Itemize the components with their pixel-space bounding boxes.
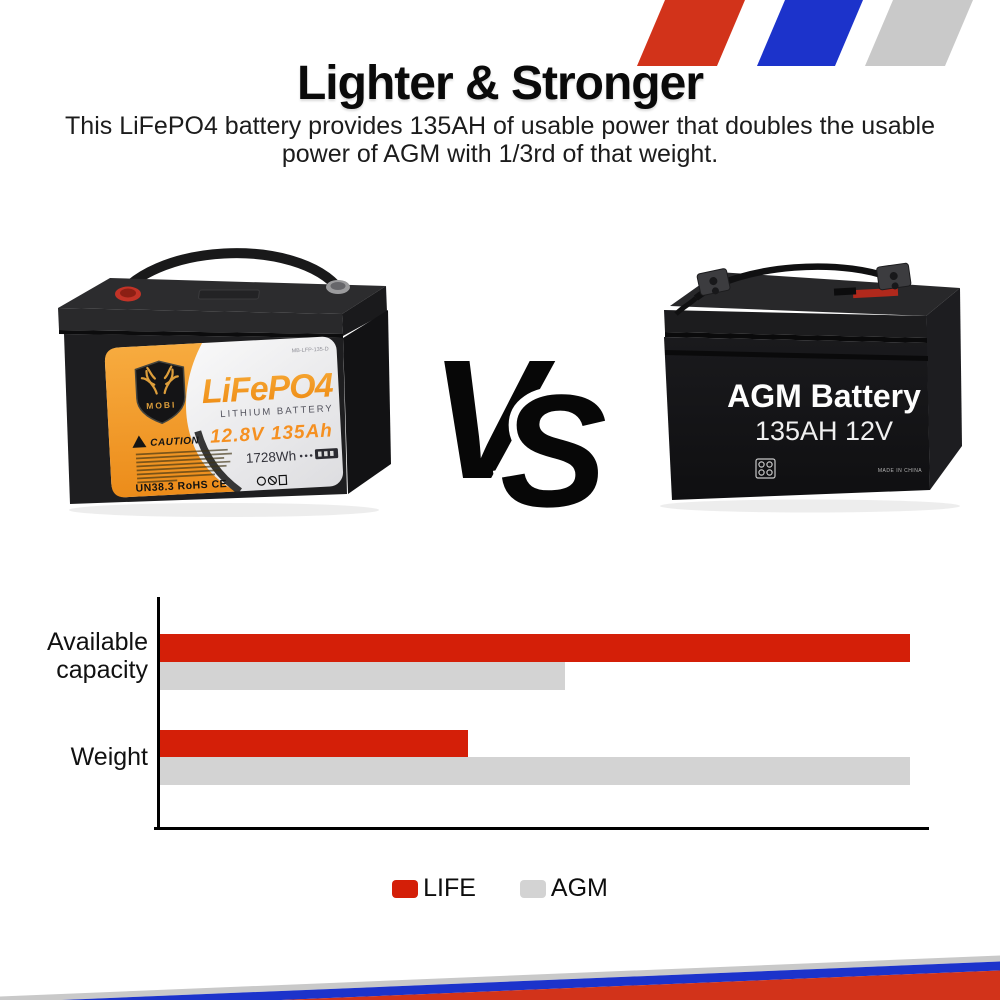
comparison-chart: Available capacity Weight	[0, 590, 1000, 840]
brand-logo: MOBI	[134, 360, 186, 425]
bar-capacity-life	[160, 634, 910, 662]
legend-item-life: LIFE	[392, 874, 476, 903]
lid-front-band	[58, 308, 343, 334]
subtitle-line-1: This LiFePO4 battery provides 135AH of u…	[65, 112, 935, 140]
bar-capacity-agm	[160, 662, 565, 690]
legend-item-agm: AGM	[519, 874, 608, 903]
positive-terminal	[852, 287, 899, 299]
antlers-icon	[140, 365, 179, 395]
product-name: LiFePO4	[201, 366, 335, 411]
battery-gauge-icon	[299, 448, 339, 460]
strap-end	[674, 296, 698, 316]
agm-battery-image: AGM Battery 135AH 12V MADE IN CHINA	[660, 262, 962, 513]
caution-label: CAUTION	[150, 435, 200, 449]
certification-icons	[256, 474, 288, 486]
caution-text-lines	[135, 448, 232, 484]
battery-right-face	[343, 310, 391, 494]
bar-weight-agm	[160, 757, 910, 785]
chart-legend: LIFE AGM	[0, 874, 1000, 903]
handle-bracket-left	[696, 268, 731, 296]
battery-shadow	[660, 499, 960, 513]
bottom-stripe-band	[0, 954, 1000, 1000]
legend-label-life: LIFE	[423, 874, 476, 902]
legend-swatch-agm	[519, 879, 546, 898]
certifications-label: UN38.3 RoHS CE	[135, 478, 227, 495]
category-label-weight: Weight	[0, 743, 148, 771]
battery-top-face	[670, 272, 960, 316]
category-line: capacity	[56, 656, 148, 684]
page-title: Lighter & Stronger	[296, 57, 704, 110]
lid-seam	[665, 332, 927, 343]
battery-front-face	[664, 337, 930, 500]
vs-graphic: V S S	[430, 328, 615, 513]
battery-shadow	[69, 503, 379, 517]
model-code: MB-LFP-135-D	[292, 346, 329, 354]
vs-letter-v: V	[430, 328, 556, 513]
category-line: Available	[46, 628, 148, 656]
lid-right-face	[342, 286, 387, 336]
lifepo4-battery-image: MOBI CAUTION UN38.3 RoHS CE	[58, 248, 391, 517]
x-axis-line	[154, 827, 929, 830]
agm-rating: 135AH 12V	[755, 416, 893, 446]
lid-seam	[59, 330, 343, 338]
legend-label-agm: AGM	[550, 874, 608, 902]
recycle-marks-icon	[755, 458, 776, 479]
agm-name: AGM Battery	[727, 378, 921, 414]
vs-letter-s-halo: S	[500, 361, 607, 513]
battery-right-face	[926, 288, 962, 490]
vent-plate	[198, 289, 260, 300]
vs-letter-s: S	[500, 361, 607, 513]
subtitle-line-2: power of AGM with 1/3rd of that weight.	[281, 140, 719, 168]
lid-front-band	[664, 310, 927, 338]
plot-area	[160, 590, 910, 830]
positive-terminal	[115, 286, 141, 302]
negative-terminal	[326, 280, 350, 294]
category-label-available-capacity: Available capacity	[0, 628, 148, 684]
handle-bracket-right	[876, 262, 912, 291]
label-swoosh	[194, 430, 242, 495]
terminal-connector	[833, 287, 857, 296]
page-subtitle: This LiFePO4 battery provides 135AH of u…	[0, 112, 1000, 168]
y-axis-line	[157, 597, 160, 830]
brand-name: MOBI	[146, 399, 177, 411]
lower-seam	[665, 350, 928, 361]
bar-weight-life	[160, 730, 468, 758]
origin-label: MADE IN CHINA	[878, 468, 922, 474]
energy-rating: 1728Wh	[246, 448, 297, 466]
category-line: Weight	[70, 743, 148, 771]
legend-swatch-life	[392, 879, 419, 898]
product-label: MOBI CAUTION UN38.3 RoHS CE	[104, 336, 344, 498]
warning-triangle-icon	[132, 435, 147, 448]
